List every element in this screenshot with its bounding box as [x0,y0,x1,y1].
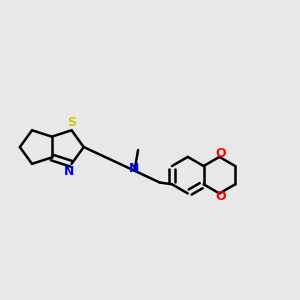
Text: O: O [216,190,226,203]
Text: S: S [67,116,76,129]
Text: N: N [129,162,140,175]
Text: O: O [216,148,226,160]
Text: N: N [64,165,74,178]
